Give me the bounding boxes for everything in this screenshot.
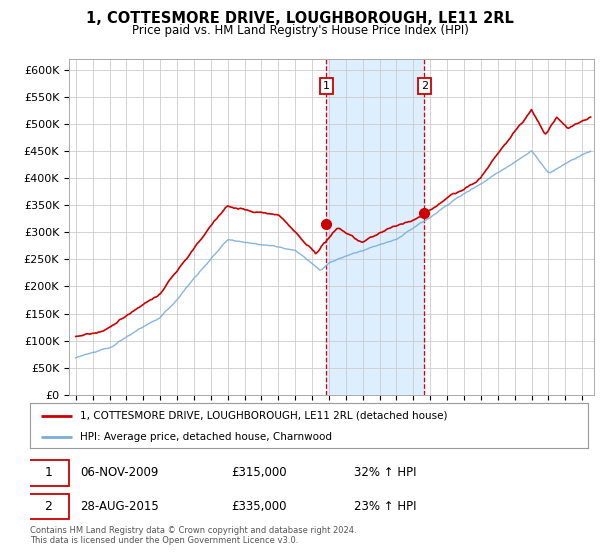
FancyBboxPatch shape <box>27 494 69 519</box>
Text: Contains HM Land Registry data © Crown copyright and database right 2024.: Contains HM Land Registry data © Crown c… <box>30 526 356 535</box>
Text: Price paid vs. HM Land Registry's House Price Index (HPI): Price paid vs. HM Land Registry's House … <box>131 24 469 36</box>
Text: 1: 1 <box>44 466 52 479</box>
Text: 2: 2 <box>44 500 52 513</box>
Bar <box>326 59 424 395</box>
Text: This data is licensed under the Open Government Licence v3.0.: This data is licensed under the Open Gov… <box>30 536 298 545</box>
Text: 32% ↑ HPI: 32% ↑ HPI <box>353 466 416 479</box>
Text: HPI: Average price, detached house, Charnwood: HPI: Average price, detached house, Char… <box>80 432 332 442</box>
Text: 06-NOV-2009: 06-NOV-2009 <box>80 466 158 479</box>
Text: 2: 2 <box>421 81 428 91</box>
Text: £315,000: £315,000 <box>231 466 287 479</box>
Text: £335,000: £335,000 <box>231 500 286 513</box>
Text: 23% ↑ HPI: 23% ↑ HPI <box>353 500 416 513</box>
Text: 1: 1 <box>323 81 330 91</box>
Text: 1, COTTESMORE DRIVE, LOUGHBOROUGH, LE11 2RL (detached house): 1, COTTESMORE DRIVE, LOUGHBOROUGH, LE11 … <box>80 410 448 421</box>
Text: 28-AUG-2015: 28-AUG-2015 <box>80 500 159 513</box>
Text: 1, COTTESMORE DRIVE, LOUGHBOROUGH, LE11 2RL: 1, COTTESMORE DRIVE, LOUGHBOROUGH, LE11 … <box>86 11 514 26</box>
FancyBboxPatch shape <box>27 460 69 486</box>
